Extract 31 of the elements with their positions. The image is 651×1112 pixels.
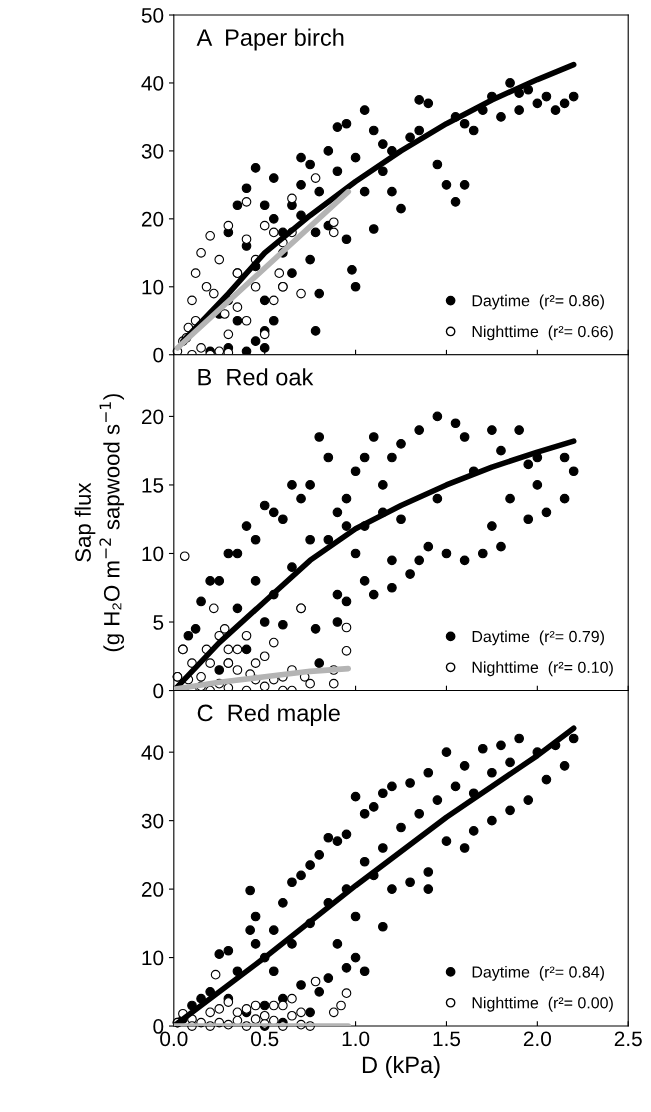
y-tick-label: 15 xyxy=(142,478,164,493)
y-tick-label: 10 xyxy=(142,546,164,562)
y-tick-label: 50 xyxy=(141,8,164,23)
legend-label: Nighttime (r²= 0.66) xyxy=(472,325,613,341)
y-tick-label: 5 xyxy=(153,615,164,630)
y-tick-label: 40 xyxy=(141,745,164,760)
y-tick-label: 20 xyxy=(141,211,164,227)
text: A Paper birch xyxy=(196,28,344,51)
y-tick-label: 10 xyxy=(142,279,164,295)
x-tick-label: 2.0 xyxy=(523,1031,551,1047)
x-tick-label: 0.5 xyxy=(251,1031,279,1047)
legend-label: Daytime (r²= 0.84) xyxy=(472,965,604,981)
x-tick-label: 2.5 xyxy=(614,1031,642,1047)
legend-label: Nighttime (r²= 0.10) xyxy=(472,661,613,677)
y-tick-label: 20 xyxy=(141,882,164,897)
y-tick-label: 30 xyxy=(141,813,164,829)
chart-title: B Red oak xyxy=(198,368,314,386)
y-tick-label: 10 xyxy=(142,950,164,966)
legend-label: Daytime (r²= 0.86) xyxy=(472,294,604,310)
y-tick-label: 0 xyxy=(153,683,164,699)
x-axis-title: D (kPa) xyxy=(362,1055,440,1078)
text: C Red maple xyxy=(197,703,340,726)
legend-label: Daytime (r²= 0.79) xyxy=(472,630,604,646)
x-tick-label: 1.5 xyxy=(433,1031,461,1047)
y-axis-title: Sap flux (g H₂O m$^{−2}$ sapwood s$^{−1}$) xyxy=(74,394,125,652)
legend-label: Nighttime (r²= 0.00) xyxy=(472,996,613,1012)
y-tick-label: 30 xyxy=(141,143,164,159)
y-tick-label: 40 xyxy=(141,75,164,91)
y-tick-label: 20 xyxy=(141,409,164,425)
x-tick-label: 1.0 xyxy=(342,1031,370,1047)
y-tick-label: 0 xyxy=(153,347,164,363)
